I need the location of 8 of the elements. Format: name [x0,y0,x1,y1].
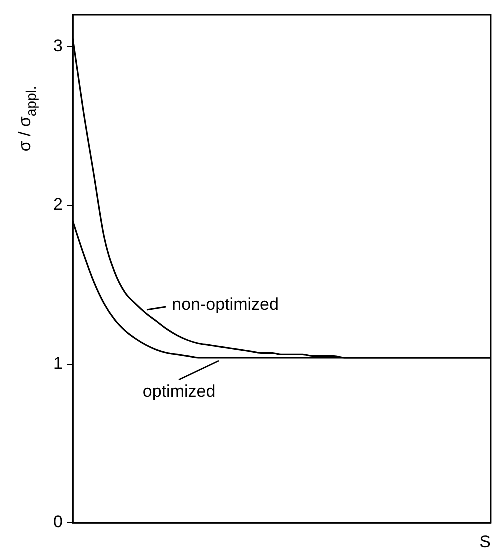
x-axis-title: S [480,532,491,552]
y-axis-title: σ / σappl. [16,86,39,152]
y-tick-label: 1 [54,354,63,373]
y-tick-label: 2 [54,195,63,214]
annotation: non-optimized [172,295,279,314]
y-tick-label: 0 [54,512,63,532]
y-tick-label: 3 [54,36,63,56]
annotation: optimized [142,382,216,402]
